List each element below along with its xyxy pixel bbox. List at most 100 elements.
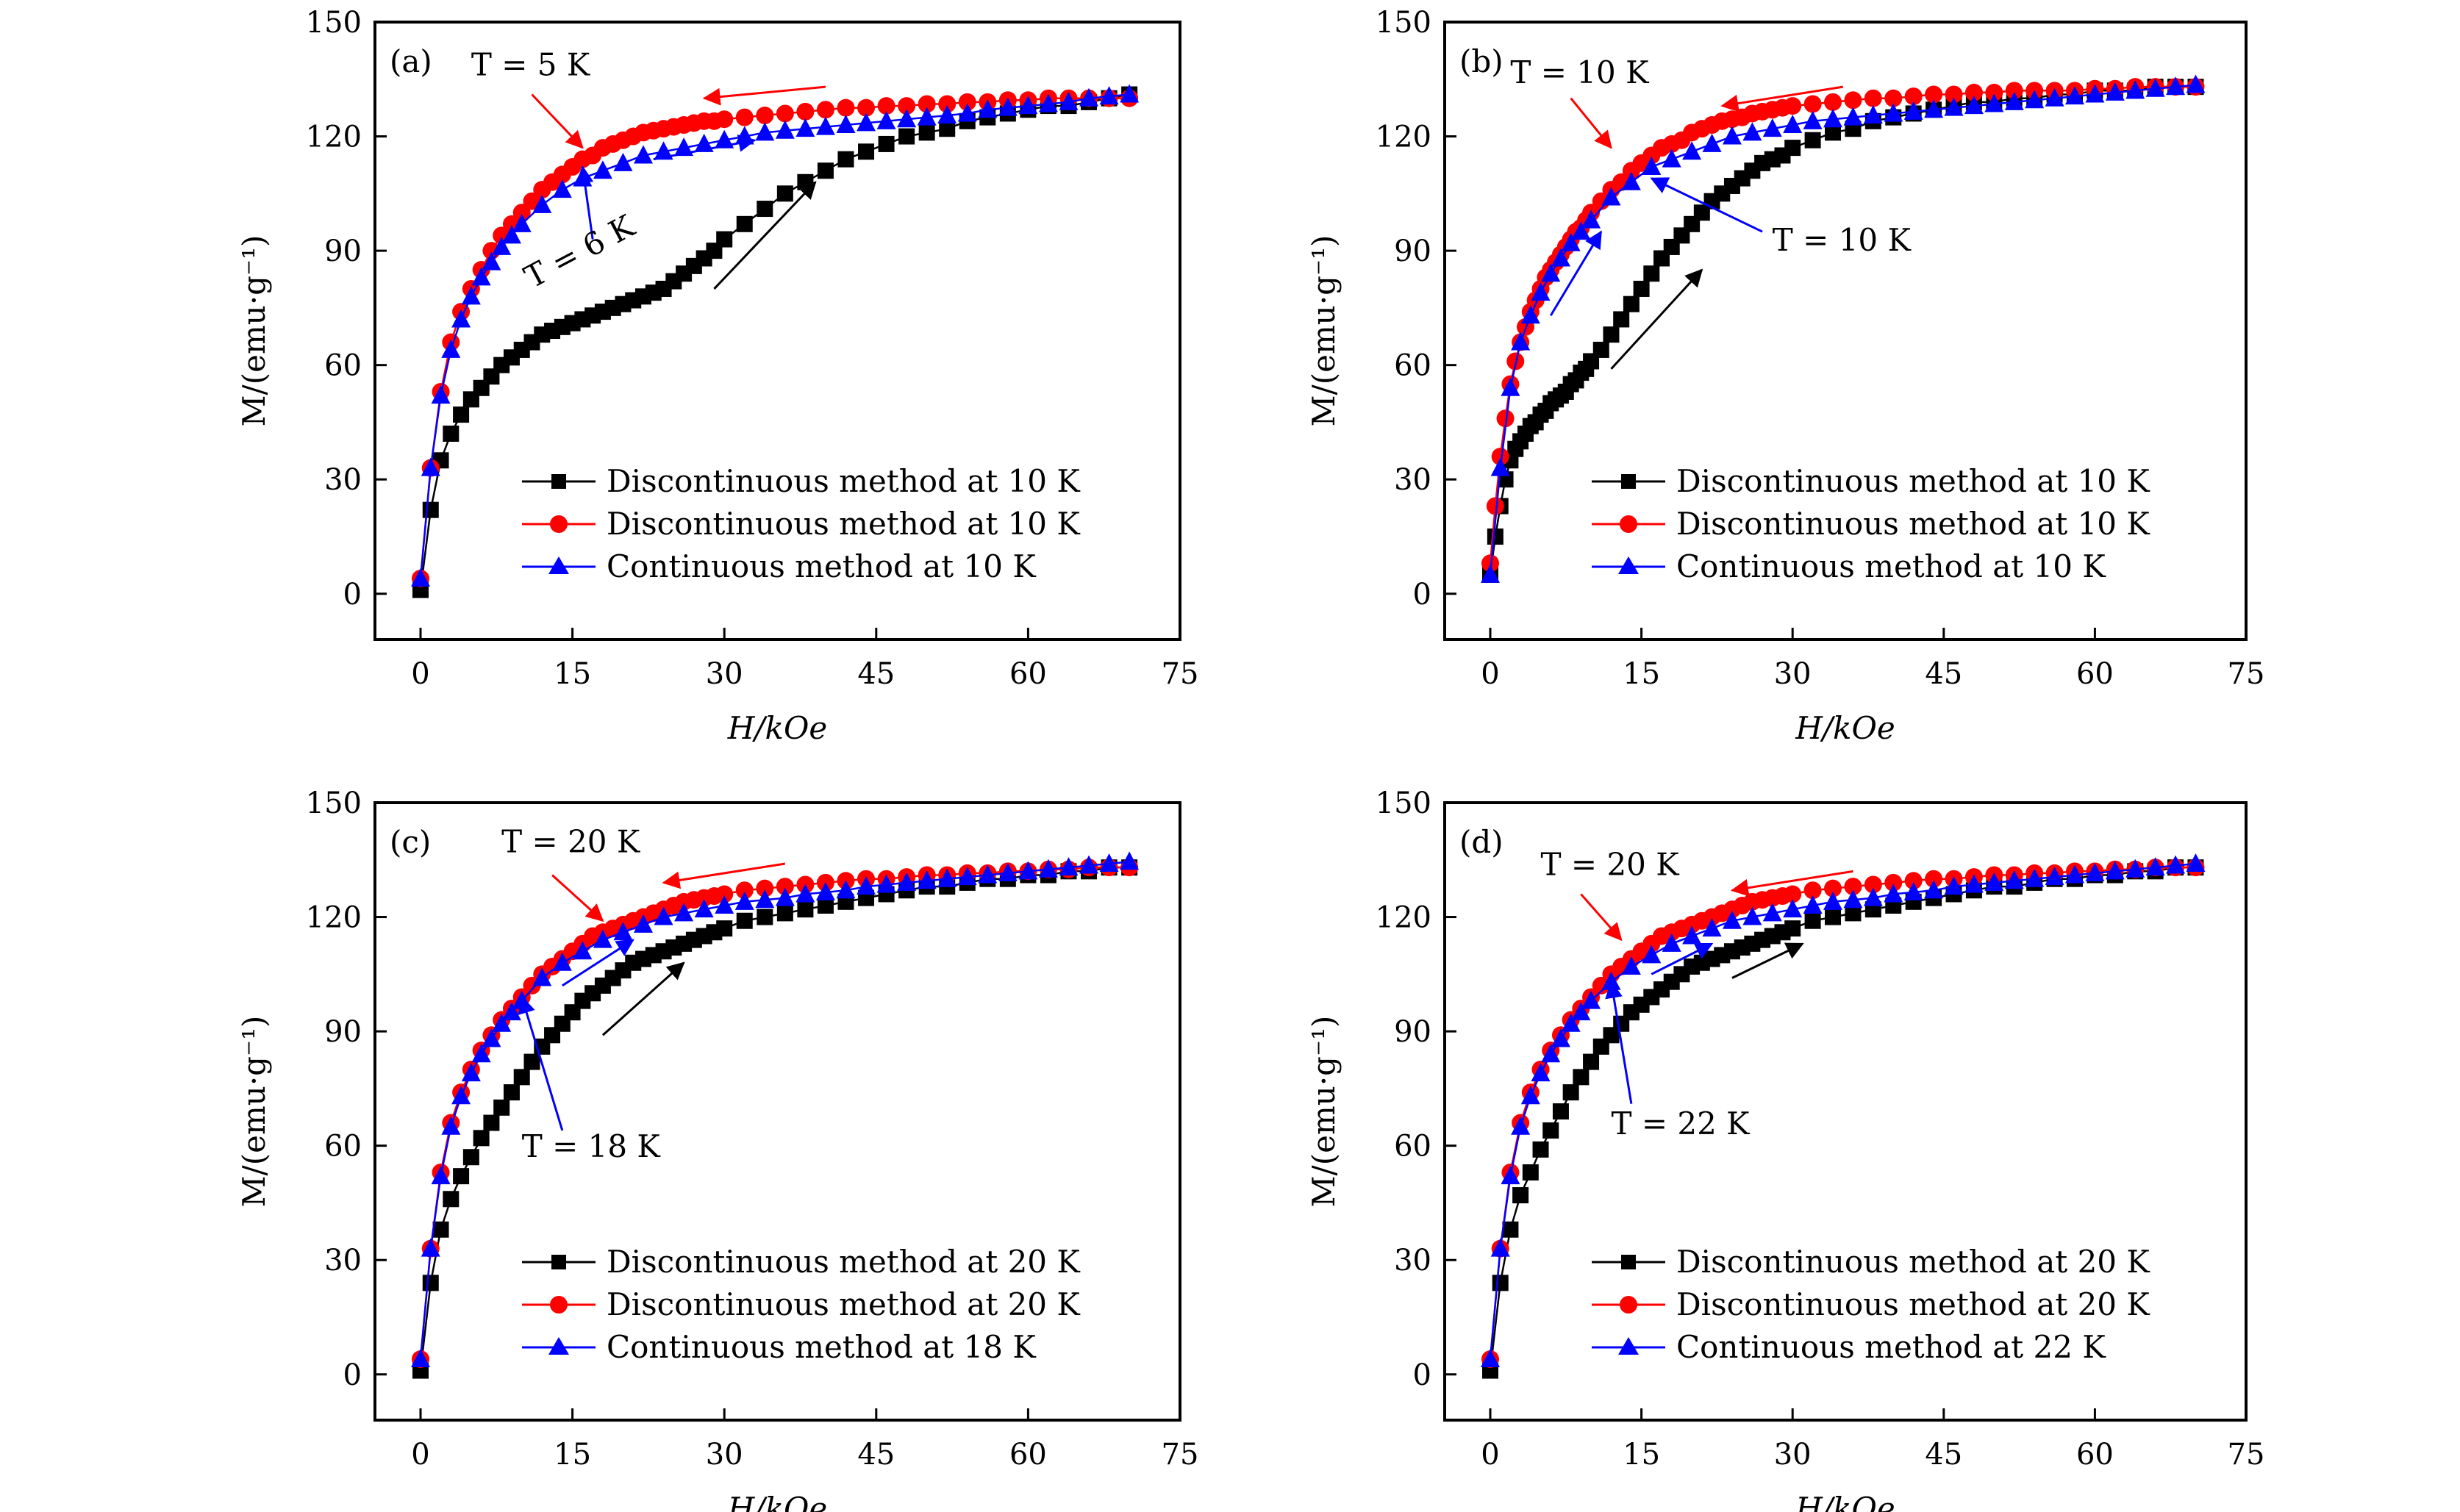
x-tick-label: 30 — [1774, 1438, 1812, 1472]
data-point-circle — [938, 95, 957, 113]
data-point-square — [513, 1069, 530, 1086]
data-point-triangle — [654, 141, 673, 160]
x-tick-label: 75 — [2228, 1438, 2265, 1472]
data-point-circle — [1491, 448, 1509, 466]
data-point-triangle — [1079, 855, 1099, 874]
data-point-triangle — [441, 1116, 461, 1135]
y-tick-label: 30 — [324, 463, 362, 497]
data-point-circle — [1844, 91, 1862, 110]
annotation-label: T = 20 K — [1541, 847, 1681, 883]
x-tick-label: 75 — [1162, 657, 1199, 691]
data-point-square — [1643, 265, 1660, 282]
data-point-triangle — [2105, 82, 2125, 101]
data-point-triangle — [1762, 118, 1782, 137]
series-triangle — [411, 84, 1140, 587]
data-point-square — [483, 1114, 500, 1131]
series-line — [1489, 85, 2196, 576]
y-tick-label: 120 — [306, 901, 362, 935]
data-point-triangle — [1511, 1116, 1531, 1135]
data-point-triangle — [715, 129, 734, 148]
legend-label: Discontinuous method at 10 K — [607, 463, 1081, 499]
data-point-triangle — [1702, 133, 1722, 152]
data-point-triangle — [613, 152, 633, 171]
legend-marker-triangle — [548, 556, 569, 574]
data-point-triangle — [957, 103, 977, 122]
data-point-triangle — [755, 122, 775, 141]
data-point-triangle — [451, 309, 471, 328]
data-point-triangle — [471, 1044, 491, 1063]
data-point-circle — [1784, 97, 1802, 115]
direction-arrow — [653, 135, 757, 161]
data-point-circle — [1864, 875, 1882, 894]
data-point-triangle — [1984, 93, 2004, 112]
data-point-square — [1522, 1164, 1539, 1180]
data-point-circle — [1486, 497, 1504, 515]
data-point-circle — [1925, 85, 1943, 104]
y-tick-label: 150 — [306, 6, 362, 40]
data-point-triangle — [1520, 305, 1540, 324]
data-point-square — [523, 1053, 540, 1070]
x-tick-label: 15 — [1623, 657, 1660, 691]
direction-arrow — [601, 961, 685, 1036]
data-point-triangle — [795, 118, 815, 137]
x-tick-label: 0 — [411, 657, 429, 691]
series-line — [419, 866, 1130, 1360]
data-point-square — [858, 143, 875, 160]
legend: Discontinuous method at 10 K Discontinuou… — [1592, 463, 2150, 584]
data-point-triangle — [1551, 248, 1570, 267]
direction-arrow — [662, 862, 786, 889]
annotation-arrow — [1580, 893, 1623, 942]
y-tick-label: 150 — [306, 787, 362, 820]
data-point-triangle — [857, 112, 876, 132]
data-point-triangle — [1964, 874, 1984, 893]
data-point-square — [1825, 909, 1842, 925]
y-tick-label: 60 — [1394, 1130, 1431, 1164]
panel-c: 0 30 60 90 120 150 0 15 30 45 60 75 H/kOe M/(emu·g⁻¹)… — [236, 787, 1198, 1512]
data-point-circle — [816, 101, 834, 119]
plot-frame — [1443, 21, 2248, 641]
data-point-square — [716, 920, 733, 937]
data-point-triangle — [1581, 990, 1601, 1009]
data-point-triangle — [482, 1028, 501, 1047]
data-point-triangle — [815, 881, 835, 900]
data-point-triangle — [1682, 925, 1702, 945]
panel-label: (a) — [390, 43, 432, 79]
data-point-triangle — [593, 160, 612, 179]
data-point-triangle — [634, 914, 654, 933]
data-point-circle — [756, 879, 774, 897]
annotation-arrow — [551, 874, 604, 922]
data-point-triangle — [613, 922, 633, 941]
series-triangle — [1481, 853, 2206, 1368]
y-tick-label: 0 — [1413, 1358, 1431, 1392]
data-point-circle — [837, 98, 855, 117]
data-point-square — [443, 1191, 460, 1208]
data-point-triangle — [2125, 859, 2145, 878]
legend-marker-triangle — [1618, 1337, 1639, 1355]
data-point-square — [1492, 1275, 1509, 1291]
annotation-label: T = 22 K — [1611, 1106, 1751, 1142]
data-point-circle — [715, 110, 734, 129]
data-point-triangle — [1722, 126, 1742, 145]
data-point-triangle — [1642, 945, 1662, 964]
y-tick-label: 0 — [343, 1358, 362, 1392]
series-line — [419, 861, 1130, 1360]
data-point-triangle — [461, 1063, 481, 1082]
legend-marker-square — [1621, 474, 1636, 489]
data-point-triangle — [1762, 903, 1782, 922]
x-tick-label: 45 — [1925, 657, 1962, 691]
data-point-circle — [512, 204, 531, 222]
data-point-triangle — [512, 213, 532, 232]
data-point-triangle — [917, 870, 937, 889]
data-point-square — [1532, 1141, 1549, 1158]
data-point-square — [432, 1221, 449, 1238]
x-tick-label: 75 — [1162, 1438, 1199, 1472]
x-tick-label: 30 — [706, 1438, 743, 1472]
series-line — [1489, 866, 2196, 1360]
direction-arrow — [1720, 85, 1843, 112]
data-point-triangle — [775, 887, 795, 906]
data-point-square — [1804, 132, 1821, 148]
y-tick-label: 150 — [1376, 6, 1431, 40]
data-point-square — [736, 912, 753, 929]
legend-label: Continuous method at 10 K — [1676, 548, 2106, 584]
data-point-triangle — [593, 929, 612, 948]
